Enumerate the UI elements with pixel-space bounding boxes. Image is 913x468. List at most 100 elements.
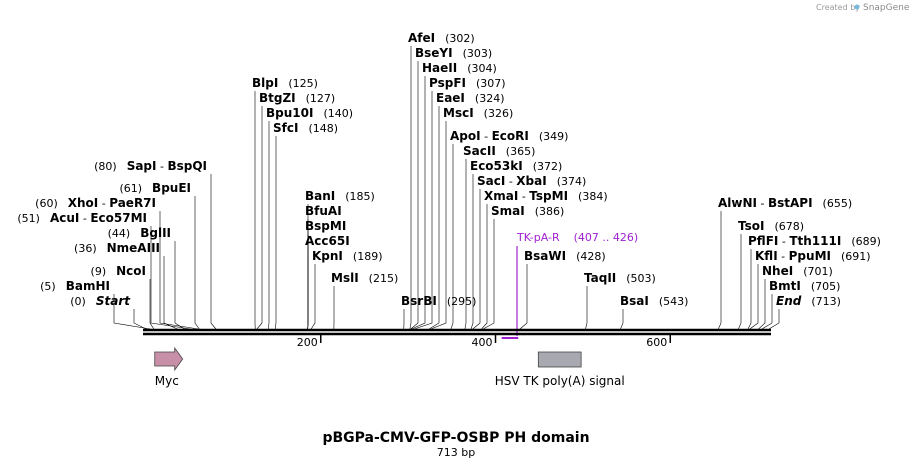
site-sapi-bspqi: (80) SapI - BspQI	[94, 159, 217, 330]
enzyme-name: TaqII	[584, 271, 616, 285]
enzyme-name: PaeR7I	[109, 196, 156, 210]
site-position: (302)	[445, 32, 475, 45]
site-xhoi-paer7i: (60) XhoI - PaeR7I	[35, 196, 199, 330]
site-label-end: End (713)	[776, 294, 841, 308]
site-connector	[483, 219, 495, 330]
site-position: -	[98, 197, 109, 210]
enzyme-name: SacII	[463, 144, 496, 158]
site-label-sacii: SacII (365)	[463, 144, 535, 158]
enzyme-name: BpuEI	[152, 181, 191, 195]
site-label-bsrbi: BsrBI (295)	[401, 294, 476, 308]
dna-backbone	[143, 328, 771, 336]
site-position: (713)	[811, 295, 841, 308]
site-connector	[470, 174, 474, 330]
primer-label: TK-pA-R (407 .. 426)	[516, 231, 638, 244]
site-label-eco53ki: Eco53kI (372)	[470, 159, 562, 173]
scale-ticks: 200 400 600	[297, 335, 672, 349]
site-label-tsoi: TsoI (678)	[738, 219, 804, 233]
site-label-eaei: EaeI (324)	[436, 91, 505, 105]
site-position: -	[757, 197, 768, 210]
enzyme-name: Eco57MI	[90, 211, 147, 225]
site-position: (295)	[447, 295, 477, 308]
site-connector	[747, 249, 752, 330]
feature-label: Myc	[155, 374, 179, 388]
credit-brand: SnapGene	[863, 3, 910, 13]
site-tsoi: TsoI (678)	[738, 219, 804, 330]
enzyme-name: BseYI	[415, 46, 453, 60]
site-label-pspfi: PspFI (307)	[429, 76, 506, 90]
site-connector	[758, 279, 766, 330]
site-position: (428)	[576, 250, 606, 263]
site-position: (372)	[533, 160, 563, 173]
site-label-afei: AfeI (302)	[408, 31, 475, 45]
enzyme-name: KpnI	[312, 249, 343, 263]
site-connector	[464, 159, 467, 330]
site-connector	[411, 76, 426, 330]
enzyme-name: PflFI	[748, 234, 778, 248]
site-position: -	[156, 160, 167, 173]
site-position: (374)	[557, 175, 587, 188]
enzyme-name: BspMI	[305, 219, 346, 233]
site-position: (60)	[35, 197, 58, 210]
site-connector	[133, 309, 147, 330]
site-nhei: NheI (701)	[758, 264, 833, 330]
site-position: (61)	[119, 182, 142, 195]
map-subtitle: 713 bp	[437, 446, 475, 459]
enzyme-name: KflI	[755, 249, 778, 263]
feature-hsv-tk-poly-a-signal: HSV TK poly(A) signal	[495, 351, 625, 388]
site-position: (303)	[463, 47, 493, 60]
site-connector	[749, 264, 759, 330]
site-label-sapi-bspqi: (80) SapI - BspQI	[94, 159, 207, 173]
site-sfci: SfcI (148)	[273, 121, 338, 330]
site-bsawi: BsaWI (428)	[519, 249, 606, 330]
site-eaei: EaeI (324)	[428, 91, 505, 330]
feature-arrow	[154, 346, 184, 372]
enzyme-name: NcoI	[116, 264, 146, 278]
site-position: (9)	[91, 265, 107, 278]
site-position: (140)	[323, 107, 353, 120]
enzyme-name: XmaI	[484, 189, 518, 203]
site-smai: SmaI (386)	[483, 204, 564, 330]
site-connector	[718, 211, 722, 330]
site-connector	[310, 264, 316, 330]
site-position: (384)	[578, 190, 608, 203]
site-connector	[472, 189, 481, 330]
site-label-kpni: KpnI (189)	[312, 249, 383, 263]
site-position: (185)	[345, 190, 375, 203]
site-label-xhoi-paer7i: (60) XhoI - PaeR7I	[35, 196, 156, 210]
enzyme-name: BsaWI	[524, 249, 566, 263]
site-position: (691)	[841, 250, 871, 263]
site-acc65i: Acc65I	[305, 234, 350, 330]
enzyme-name: HaeII	[422, 61, 457, 75]
feature-label: HSV TK poly(A) signal	[495, 374, 625, 388]
site-label-smai: SmaI (386)	[491, 204, 564, 218]
enzyme-name: XbaI	[516, 174, 546, 188]
enzyme-name: EcoRI	[492, 129, 529, 143]
credit-text: Created by	[816, 3, 860, 12]
site-btgzi: BtgZI (127)	[256, 91, 335, 330]
enzyme-name: BstAPI	[768, 196, 813, 210]
site-position: (326)	[484, 107, 514, 120]
feature-myc: Myc	[154, 346, 184, 388]
site-bpuei: (61) BpuEI	[119, 181, 200, 330]
site-connector	[256, 106, 263, 330]
site-bpu10i: Bpu10I (140)	[266, 106, 353, 330]
site-label-msli: MslI (215)	[331, 271, 398, 285]
site-label-apoi-ecori: ApoI - EcoRI (349)	[450, 129, 568, 143]
enzyme-name: BanI	[305, 189, 335, 203]
site-label-bspmi: BspMI	[305, 219, 346, 233]
restriction-sites: (0) Start (5) BamHI(9) NcoI (36) NmeAIII(44) Bg…	[17, 31, 881, 330]
site-afei: AfeI (302)	[408, 31, 475, 330]
enzyme-name: Eco53kI	[470, 159, 523, 173]
site-connector	[275, 136, 277, 330]
enzyme-name: TspMI	[529, 189, 568, 203]
site-position: -	[79, 212, 90, 225]
site-connector	[268, 121, 270, 330]
enzyme-name: Start	[96, 294, 131, 308]
site-label-acc65i: Acc65I	[305, 234, 350, 248]
enzyme-name: Bpu10I	[266, 106, 313, 120]
site-label-bpu10i: Bpu10I (140)	[266, 106, 353, 120]
site-connector	[150, 226, 191, 330]
site-start: (0) Start	[70, 294, 147, 330]
enzyme-name: SmaI	[491, 204, 525, 218]
